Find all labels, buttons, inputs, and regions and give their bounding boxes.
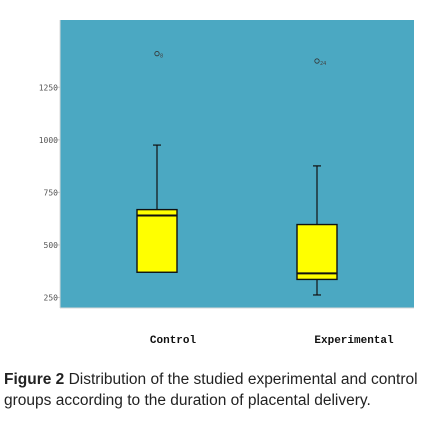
box-control: 8: [136, 51, 178, 273]
y-tick-label-500: 500: [44, 241, 59, 250]
figure-caption: Figure 2 Distribution of the studied exp…: [4, 369, 430, 411]
x-axis-labels: Control Experimental: [150, 335, 394, 345]
plot-area: [60, 20, 414, 308]
y-tick-label-1250: 1250: [39, 83, 58, 92]
outlier-label-control: 8: [160, 54, 163, 60]
x-category-label-control: Control: [150, 335, 197, 345]
outlier-point-control: [154, 51, 160, 57]
caption-label: Figure 2: [4, 371, 65, 388]
y-tick-label-1000: 1000: [39, 136, 58, 145]
y-axis: 250 500 750 1000 1250: [39, 83, 60, 302]
y-tick-label-750: 750: [44, 188, 59, 197]
outlier-point-experimental: [314, 58, 320, 64]
y-tick-label-250: 250: [44, 293, 59, 302]
boxplot-chart: 250 500 750 1000 1250 8 24 Control Experimenta…: [39, 20, 414, 345]
box-experimental: 24: [296, 58, 338, 296]
boxes-layer: 8 24: [136, 51, 338, 296]
outlier-label-experimental: 24: [320, 61, 326, 67]
x-category-label-experimental: Experimental: [314, 335, 394, 345]
iqr-box-control: [136, 208, 178, 273]
iqr-box-experimental: [296, 223, 338, 281]
caption-text: Distribution of the studied experimental…: [4, 371, 418, 409]
